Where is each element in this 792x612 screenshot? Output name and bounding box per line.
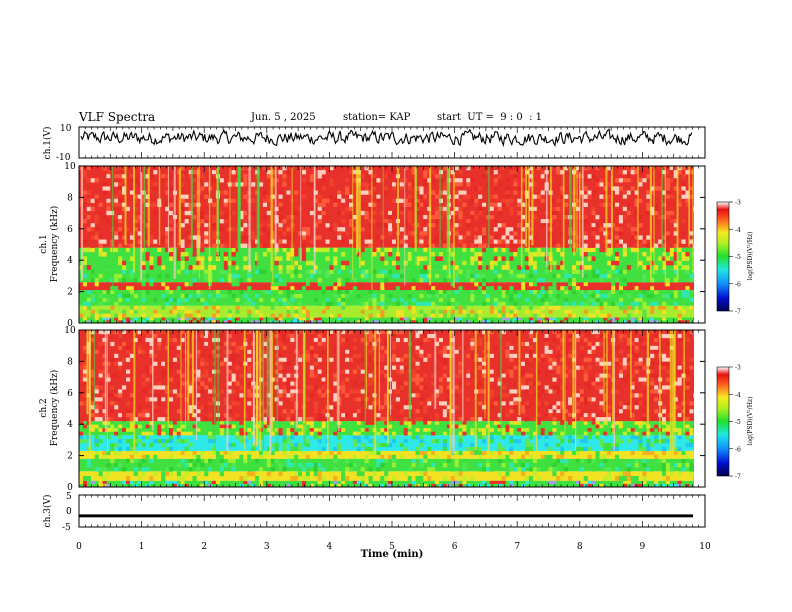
ch1-spectrogram-image: [79, 166, 706, 324]
ch2-colorbar-label: log(PSD)(V²/Hz): [747, 397, 754, 446]
time-axis-label: Time (min): [361, 549, 424, 560]
ch1-colorbar-label: log(PSD)(V²/Hz): [747, 232, 754, 281]
ch2-spectrogram-panel: 0 2 4 6 8 10 ch.2 Frequency (kHz): [39, 326, 706, 493]
ch2-spectrogram-ytick-label: 8: [67, 357, 73, 367]
time-tick-label: 0: [76, 542, 82, 552]
ch1-colorbar-tick-label: -5: [735, 254, 741, 261]
time-tick-label: 2: [201, 542, 207, 552]
ch1-spectrogram-ytick-label: 4: [67, 256, 73, 266]
time-axis-tick-labels: 0 1 2 3 4 5 6 7 8 9 10: [76, 542, 711, 552]
ch2-colorbar-tick-label: -4: [735, 392, 741, 399]
ch2-colorbar-tick-label: -7: [735, 474, 741, 481]
ch3-ytick-top: 5: [66, 492, 72, 502]
ch2-spectrogram-ytick-label: 10: [64, 326, 76, 336]
time-tick-label: 8: [577, 542, 583, 552]
time-tick-label: 4: [327, 542, 333, 552]
ch2-spectrogram-image: [79, 330, 706, 488]
date-label: Jun. 5 , 2025: [251, 112, 316, 123]
ch1-spectrogram-ytick-label: 8: [67, 193, 73, 203]
ch1-waveform-trace: [80, 128, 693, 148]
ch1-spectrogram-ytick-label: 2: [67, 288, 73, 298]
time-tick-label: 7: [514, 542, 520, 552]
start-ut-label: start UT = 9 : 0 : 1: [437, 112, 542, 123]
ch1-colorbar-gradient: [716, 201, 730, 312]
ch2-spectrogram-ytick-label: 6: [67, 389, 73, 399]
ch1-frequency-label: Frequency (kHz): [49, 206, 60, 283]
ch1-ytick-top: 10: [60, 124, 72, 134]
ch3-waveform-ylabel: ch.3(V): [42, 495, 53, 528]
ch2-colorbar-gradient: [716, 366, 730, 477]
ch1-spectrogram-ytick-label: 10: [64, 162, 76, 172]
ch1-ytick-bottom: -10: [56, 153, 71, 163]
ch1-spectrogram-panel: 0 2 4 6 8 10 ch.1 Frequency (kHz): [39, 162, 706, 329]
ch3-ytick-mid: 0: [66, 507, 72, 517]
ch1-colorbar-tick-label: -6: [735, 281, 741, 288]
time-tick-label: 3: [264, 542, 270, 552]
time-axis-ticks: [78, 127, 706, 527]
time-tick-label: 10: [699, 542, 711, 552]
ch1-spectrogram-no-data: [694, 166, 705, 323]
ch1-colorbar-tick-label: -3: [735, 200, 741, 207]
ch1-colorbar-tick-label: -4: [735, 227, 741, 234]
ch1-channel-label: ch.1: [39, 234, 49, 253]
ch3-ytick-bottom: -5: [62, 523, 71, 533]
ch2-channel-label: ch.2: [39, 398, 49, 417]
time-tick-label: 1: [139, 542, 145, 552]
ch2-spectrogram-ytick-label: 2: [67, 452, 73, 462]
ch1-spectrogram-ytick-label: 6: [67, 225, 73, 235]
ch1-waveform-ylabel: ch.1(V): [42, 127, 53, 160]
ch2-colorbar-tick-label: -5: [735, 419, 741, 426]
ch2-spectrogram-ytick-label: 0: [67, 483, 73, 493]
ch3-waveform-trace: [79, 514, 693, 518]
time-tick-label: 9: [640, 542, 646, 552]
ch2-colorbar-tick-label: -6: [735, 446, 741, 453]
ch2-colorbar-tick-label: -3: [735, 365, 741, 372]
ch1-colorbar-tick-label: -7: [735, 309, 741, 316]
ch2-frequency-label: Frequency (kHz): [49, 370, 60, 447]
ch2-spectrogram-ytick-label: 4: [67, 420, 73, 430]
ch2-colorbar: -3 -4 -5 -6 -7 log(PSD)(V²/Hz): [716, 365, 754, 481]
time-tick-label: 5: [389, 542, 395, 552]
ch2-spectrogram-no-data: [694, 330, 705, 487]
ch1-spectrogram-band-1: [79, 305, 705, 318]
chart-title: VLF Spectra: [79, 110, 156, 124]
station-label: station= KAP: [343, 112, 411, 123]
time-tick-label: 6: [452, 542, 458, 552]
ch1-spectrogram-ytick-label: 0: [67, 319, 73, 329]
ch1-colorbar: -3 -4 -5 -6 -7 log(PSD)(V²/Hz): [716, 200, 754, 316]
